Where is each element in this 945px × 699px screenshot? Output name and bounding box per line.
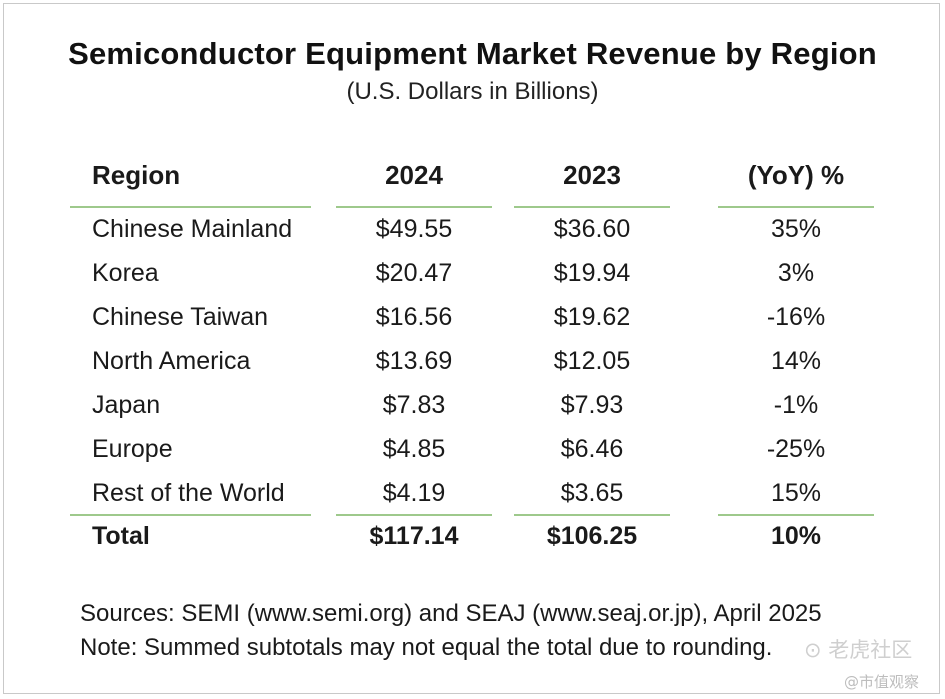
column-header-y2023: 2023: [563, 160, 621, 190]
column-header-yoy: (YoY) %: [747, 160, 845, 190]
rounding-note: Note: Summed subtotals may not equal the…: [80, 634, 773, 661]
table-cell-y2024: $4.85: [382, 435, 446, 463]
table-cell-y2024: $20.47: [375, 259, 453, 287]
table-cell-y2023: $36.60: [553, 215, 631, 243]
chart-frame: Semiconductor Equipment Market Revenue b…: [3, 3, 940, 694]
table-cell-y2023: $7.93: [560, 391, 624, 419]
header-rule-yoy: [718, 206, 874, 208]
table-cell-yoy: 15%: [770, 479, 822, 507]
watermark-community: ⊙ 老虎社区: [804, 638, 913, 662]
header-rule-region: [70, 206, 311, 208]
chart-subtitle: (U.S. Dollars in Billions): [346, 78, 599, 105]
header-rule-y2024: [336, 206, 492, 208]
column-header-y2024: 2024: [385, 160, 443, 190]
table-cell-y2023: $19.94: [553, 259, 631, 287]
table-cell-y2024: $7.83: [382, 391, 446, 419]
table-cell-region: Korea: [92, 259, 159, 287]
table-cell-region: Japan: [92, 391, 161, 419]
total-cell-y2024: $117.14: [369, 522, 459, 550]
table-cell-y2024: $4.19: [382, 479, 446, 507]
total-cell-yoy: 10%: [770, 522, 822, 550]
table-cell-region: Chinese Mainland: [92, 215, 293, 243]
table-cell-y2023: $19.62: [553, 303, 631, 331]
table-cell-yoy: -25%: [766, 435, 826, 463]
table-cell-region: Chinese Taiwan: [92, 303, 269, 331]
total-cell-region: Total: [92, 522, 150, 550]
table-cell-region: Rest of the World: [92, 479, 285, 507]
header-rule-y2023: [514, 206, 670, 208]
table-cell-y2024: $49.55: [375, 215, 453, 243]
sources-note: Sources: SEMI (www.semi.org) and SEAJ (w…: [80, 600, 822, 627]
total-rule-region: [70, 514, 311, 516]
table-cell-region: Europe: [92, 435, 173, 463]
column-header-region: Region: [92, 160, 181, 190]
table-cell-y2023: $3.65: [560, 479, 624, 507]
table-cell-yoy: 35%: [770, 215, 822, 243]
table-cell-y2024: $13.69: [375, 347, 453, 375]
total-rule-y2023: [514, 514, 670, 516]
table-cell-yoy: 14%: [770, 347, 822, 375]
total-cell-y2023: $106.25: [546, 522, 638, 550]
table-cell-y2023: $6.46: [560, 435, 624, 463]
table-cell-yoy: -1%: [773, 391, 819, 419]
watermark-handle: @市值观察: [844, 673, 920, 691]
table-cell-region: North America: [92, 347, 251, 375]
total-rule-y2024: [336, 514, 492, 516]
table-cell-yoy: -16%: [766, 303, 826, 331]
table-cell-y2024: $16.56: [375, 303, 453, 331]
total-rule-yoy: [718, 514, 874, 516]
table-cell-y2023: $12.05: [553, 347, 631, 375]
table-cell-yoy: 3%: [777, 259, 815, 287]
chart-title: Semiconductor Equipment Market Revenue b…: [68, 36, 877, 71]
